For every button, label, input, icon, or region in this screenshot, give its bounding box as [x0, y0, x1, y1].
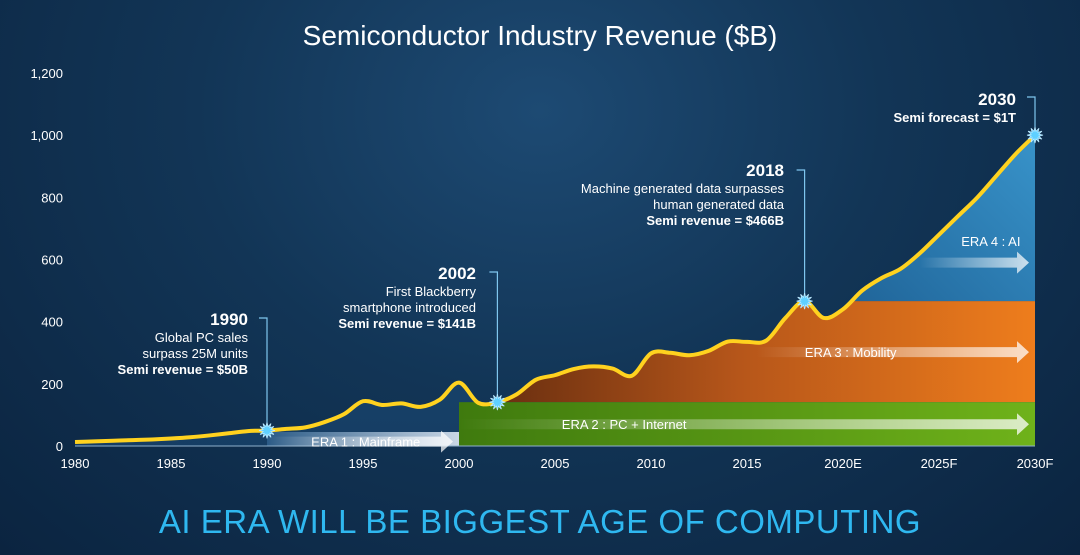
chart-subtitle: AI ERA WILL BE BIGGEST AGE OF COMPUTING — [158, 503, 922, 540]
x-tick-label: 2000 — [445, 456, 474, 471]
y-tick-label: 600 — [41, 253, 63, 268]
x-tick-label: 2030F — [1017, 456, 1054, 471]
annotation-revenue: Semi revenue = $466B — [646, 213, 784, 228]
annotation-line: First Blackberry — [385, 284, 476, 299]
x-tick-label: 2015 — [733, 456, 762, 471]
x-tick-label: 2005 — [541, 456, 570, 471]
annotation-leader — [796, 169, 806, 302]
y-tick-label: 800 — [41, 190, 63, 205]
x-tick-label: 1990 — [253, 456, 282, 471]
era-label: ERA 1 : Mainframe — [311, 435, 420, 450]
y-tick-label: 200 — [41, 377, 63, 392]
annotation-year: 1990 — [210, 310, 248, 329]
annotation-line: smartphone introduced — [343, 300, 476, 315]
annotation-1990: 1990 Global PC sales surpass 25M units S… — [118, 310, 248, 378]
era-arrow — [459, 413, 1029, 436]
annotation-line: human generated data — [653, 197, 784, 212]
y-tick-label: 0 — [56, 439, 63, 454]
annotation-marker — [258, 422, 276, 439]
era-label: ERA 4 : AI — [961, 234, 1020, 249]
era-arrow — [267, 430, 453, 453]
chart-title: Semiconductor Industry Revenue ($B) — [302, 20, 778, 51]
annotation-revenue: Semi revenue = $50B — [117, 362, 248, 377]
annotation-marker — [796, 293, 813, 310]
annotation-year: 2030 — [978, 90, 1016, 109]
annotation-leader — [489, 271, 498, 403]
era-label: ERA 2 : PC + Internet — [562, 417, 687, 432]
y-tick-label: 1,200 — [30, 66, 63, 81]
annotation-year: 2002 — [438, 264, 476, 283]
era-bands — [75, 135, 1035, 446]
x-tick-label: 1995 — [349, 456, 378, 471]
y-tick-label: 1,000 — [30, 128, 63, 143]
x-tick-label: 2010 — [637, 456, 666, 471]
revenue-line — [74, 133, 1037, 444]
annotation-revenue: Semi revenue = $141B — [338, 316, 476, 331]
annotation-leader — [259, 317, 268, 431]
annotation-leader — [1027, 96, 1036, 136]
annotation-marker — [489, 394, 506, 411]
era-label: ERA 3 : Mobility — [805, 345, 897, 360]
annotation-line: Global PC sales — [154, 330, 248, 345]
annotation-2030: 2030 Semi forecast = $1T — [894, 90, 1016, 126]
x-tick-label: 1980 — [61, 456, 90, 471]
x-tick-label: 1985 — [157, 456, 186, 471]
era-arrow — [919, 251, 1029, 274]
y-tick-label: 400 — [41, 315, 63, 330]
annotation-revenue: Semi forecast = $1T — [893, 110, 1016, 125]
x-tick-label: 2025F — [921, 456, 958, 471]
era-arrow — [756, 341, 1029, 364]
x-tick-label: 2020E — [824, 456, 862, 471]
annotation-marker — [1026, 127, 1044, 144]
annotation-line: surpass 25M units — [142, 346, 249, 361]
annotation-2002: 2002 First Blackberry smartphone introdu… — [338, 264, 476, 332]
annotation-year: 2018 — [746, 161, 784, 180]
annotation-line: Machine generated data surpasses — [580, 181, 784, 196]
annotation-2018: 2018 Machine generated data surpasses hu… — [581, 161, 784, 229]
